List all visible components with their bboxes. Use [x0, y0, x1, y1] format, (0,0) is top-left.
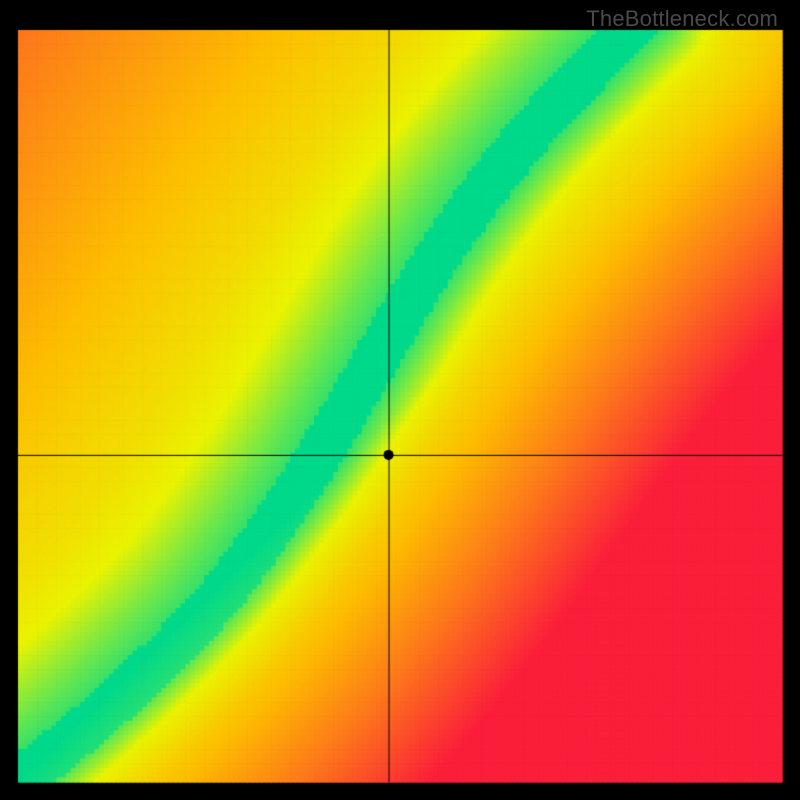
chart-container: TheBottleneck.com: [0, 0, 800, 800]
heatmap-canvas: [0, 0, 800, 800]
watermark-text: TheBottleneck.com: [586, 6, 778, 32]
